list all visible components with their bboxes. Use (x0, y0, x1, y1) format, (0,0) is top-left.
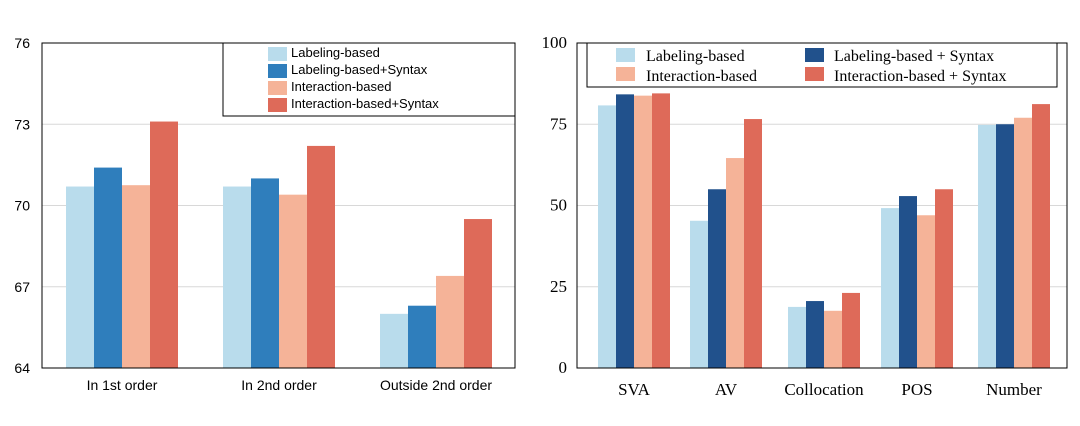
bar (598, 105, 616, 369)
left-bar-chart: 64 67 70 73 76 In 1st order In 2nd order Outsid… (14, 35, 516, 393)
legend-swatch (268, 47, 287, 61)
y-tick-label: 70 (14, 198, 30, 214)
bar (744, 119, 762, 368)
bar (408, 305, 436, 368)
y-tick-label: 25 (550, 277, 567, 296)
bar (690, 220, 708, 368)
bar (66, 186, 94, 368)
bar (634, 95, 652, 369)
x-tick-label: In 1st order (87, 377, 158, 393)
bar (616, 94, 634, 368)
legend-swatch (616, 48, 635, 62)
bar (708, 189, 726, 368)
right-bar-chart: 0 25 50 75 100 SVA AV Collocation POS Number Label… (542, 33, 1068, 399)
legend-label: Interaction-based (646, 68, 757, 85)
x-tick-label: Collocation (784, 380, 864, 399)
bar (842, 292, 860, 368)
bar (806, 301, 824, 368)
legend-swatch (268, 98, 287, 112)
bar (788, 306, 806, 368)
bar (1032, 104, 1050, 368)
x-tick-label: AV (715, 380, 738, 399)
bar (917, 215, 935, 368)
legend-label: Labeling-based (646, 48, 745, 65)
legend-swatch (805, 67, 824, 81)
bar (935, 189, 953, 368)
legend-label: Labeling-based (291, 45, 380, 60)
bar (223, 186, 251, 368)
bar (436, 275, 464, 368)
bar (978, 124, 996, 369)
bar (307, 145, 335, 368)
legend-swatch (268, 64, 287, 78)
bar (251, 178, 279, 368)
bar (279, 194, 307, 368)
bar (899, 196, 917, 368)
x-tick-label: In 2nd order (241, 377, 317, 393)
x-tick-label: POS (901, 380, 932, 399)
bar (996, 124, 1014, 368)
bar (150, 121, 178, 369)
bar (726, 158, 744, 368)
legend-label: Labeling-based + Syntax (834, 48, 994, 65)
x-tick-label: Outside 2nd order (380, 377, 492, 393)
y-tick-label: 0 (559, 358, 568, 377)
x-tick-label: Number (986, 380, 1042, 399)
y-tick-label: 67 (14, 279, 30, 295)
x-tick-label: SVA (618, 380, 651, 399)
bar (881, 208, 899, 368)
bar (94, 167, 122, 368)
y-tick-label: 75 (550, 114, 567, 133)
bar (824, 310, 842, 368)
bar (380, 313, 408, 368)
bar (464, 219, 492, 368)
legend-swatch (268, 81, 287, 95)
legend-label: Interaction-based (291, 79, 391, 94)
bar (652, 93, 670, 368)
y-tick-label: 50 (550, 196, 567, 215)
legend-label: Interaction-based + Syntax (834, 68, 1007, 85)
bar (1014, 117, 1032, 368)
y-tick-label: 64 (14, 360, 30, 376)
y-tick-label: 76 (14, 35, 30, 51)
y-tick-label: 100 (542, 33, 568, 52)
bar (122, 185, 150, 368)
legend-label: Interaction-based+Syntax (291, 96, 439, 111)
legend-swatch (805, 48, 824, 62)
legend-swatch (616, 67, 635, 81)
legend-label: Labeling-based+Syntax (291, 62, 428, 77)
y-tick-label: 73 (14, 116, 30, 132)
